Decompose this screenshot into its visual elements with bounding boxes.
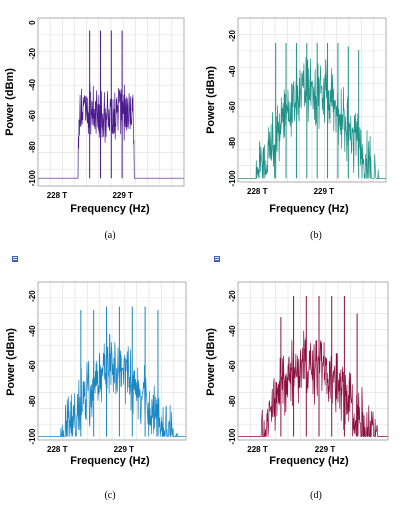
x-tick-label: 229 T bbox=[314, 187, 335, 196]
plot-frame bbox=[37, 281, 187, 441]
plot-frame bbox=[237, 17, 387, 183]
y-axis-label: Power (dBm) bbox=[205, 66, 217, 134]
y-tick-label: -80 bbox=[28, 141, 37, 153]
y-tick-label: -40 bbox=[28, 325, 37, 337]
y-tick-label: -20 bbox=[228, 290, 237, 302]
y-tick-label: -60 bbox=[28, 110, 37, 122]
caption-d: (d) bbox=[310, 490, 322, 501]
y-tick-label: -80 bbox=[228, 395, 237, 407]
x-axis-label: Frequency (Hz) bbox=[70, 203, 150, 215]
chart-panel-d: -20 -40 -60 -80 -100 228 T 229 T Frequency (Hz)… bbox=[204, 252, 404, 509]
chart-svg-b: -20 -40 -60 -80 -100 228 T 229 T Frequency (Hz)… bbox=[205, 17, 387, 215]
caption-b: (b) bbox=[310, 230, 322, 241]
y-tick-label: -20 bbox=[28, 290, 37, 302]
x-axis-label: Frequency (Hz) bbox=[269, 203, 349, 215]
y-tick-label: 0 bbox=[28, 20, 37, 25]
y-tick-label: -80 bbox=[228, 136, 237, 148]
x-tick-label: 229 T bbox=[315, 445, 336, 454]
plot-frame bbox=[237, 281, 389, 441]
y-tick-label: -100 bbox=[228, 170, 237, 187]
chart-panel-a: 0 -20 -40 -60 -80 -100 228 T 229 T Frequency (Hz… bbox=[0, 0, 200, 245]
y-tick-label: -80 bbox=[28, 395, 37, 407]
chart-panel-c: -20 -40 -60 -80 -100 228 T 229 T Frequency (Hz)… bbox=[0, 252, 200, 509]
x-tick-label: 229 T bbox=[112, 191, 133, 200]
y-tick-label: -60 bbox=[28, 360, 37, 372]
x-axis-label: Frequency (Hz) bbox=[70, 455, 150, 467]
y-tick-label: -40 bbox=[228, 65, 237, 77]
spectrum-trace bbox=[238, 330, 388, 437]
x-tick-label: 229 T bbox=[114, 445, 135, 454]
caption-c: (c) bbox=[104, 490, 116, 501]
y-tick-label: -20 bbox=[28, 47, 37, 59]
y-tick-label: -60 bbox=[228, 360, 237, 372]
y-tick-label: -100 bbox=[28, 428, 37, 445]
y-axis-label: Power (dBm) bbox=[205, 328, 217, 396]
document-icon bbox=[214, 256, 220, 262]
spectrum-trace bbox=[38, 329, 186, 437]
y-axis-label: Power (dBm) bbox=[4, 68, 16, 136]
x-axis-label: Frequency (Hz) bbox=[269, 455, 349, 467]
spectrum-trace bbox=[238, 56, 386, 179]
x-tick-label: 228 T bbox=[247, 187, 268, 196]
chart-svg-a: 0 -20 -40 -60 -80 -100 228 T 229 T Frequency (Hz… bbox=[4, 17, 185, 215]
y-tick-label: -20 bbox=[228, 29, 237, 41]
document-icon bbox=[12, 256, 18, 262]
plot-frame bbox=[37, 17, 185, 187]
y-tick-label: -40 bbox=[28, 79, 37, 91]
caption-a: (a) bbox=[104, 230, 116, 241]
x-tick-label: 228 T bbox=[247, 445, 268, 454]
chart-panel-b: -20 -40 -60 -80 -100 228 T 229 T Frequency (Hz)… bbox=[204, 0, 404, 245]
x-tick-label: 228 T bbox=[47, 445, 68, 454]
y-tick-label: -100 bbox=[228, 428, 237, 445]
y-tick-label: -40 bbox=[228, 325, 237, 337]
y-tick-label: -100 bbox=[28, 170, 37, 187]
y-tick-label: -60 bbox=[228, 101, 237, 113]
x-tick-label: 228 T bbox=[47, 191, 68, 200]
y-axis-label: Power (dBm) bbox=[5, 328, 17, 396]
